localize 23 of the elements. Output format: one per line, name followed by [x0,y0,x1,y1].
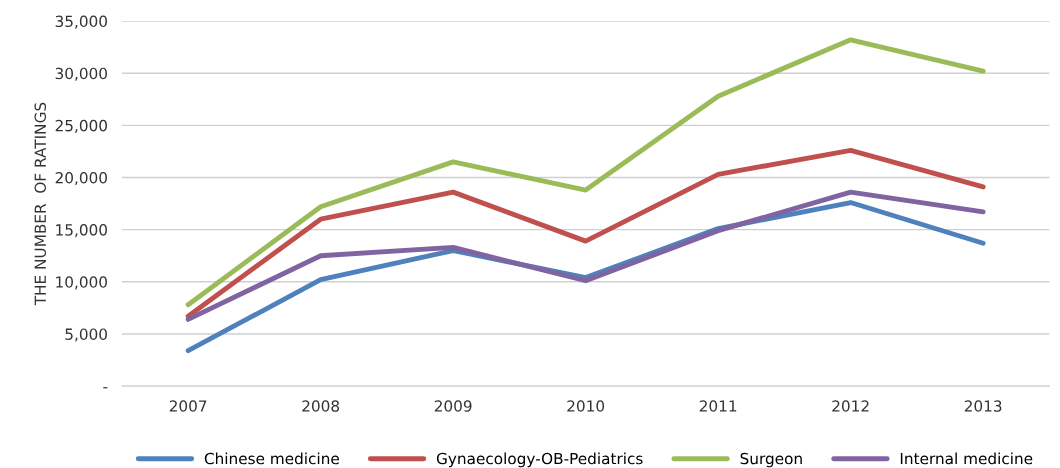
y-tick-label: 30,000 [55,67,107,81]
x-tick-label: 2008 [302,400,340,412]
legend-label: Internal medicine [900,452,1033,465]
line-series [185,189,986,322]
legend-label: Gynaecology-OB-Pediatrics [436,452,643,468]
x-tick-label: 2013 [964,400,1002,412]
x-tick-label: 2010 [567,400,605,412]
y-tick-label: 15,000 [56,224,107,238]
line-series [185,37,986,308]
x-tick-label: 2007 [169,400,207,412]
legend-label: Surgeon [740,452,802,468]
line-series [185,147,986,319]
legend-label: Chinese medicine [204,452,339,465]
y-tick-label: 10,000 [56,276,107,290]
x-tick-label: 2012 [832,400,869,412]
y-axis-title: THE NUMBER OF RATINGS [34,102,47,306]
x-tick-label: 2011 [699,400,737,412]
y-tick-label: - [103,387,108,389]
x-tick-label: 2009 [434,400,472,412]
y-tick-label: 20,000 [55,171,107,186]
y-tick-label: 35,000 [55,15,107,29]
y-tick-label: 5,000 [65,328,107,342]
y-tick-label: 25,000 [55,119,107,133]
